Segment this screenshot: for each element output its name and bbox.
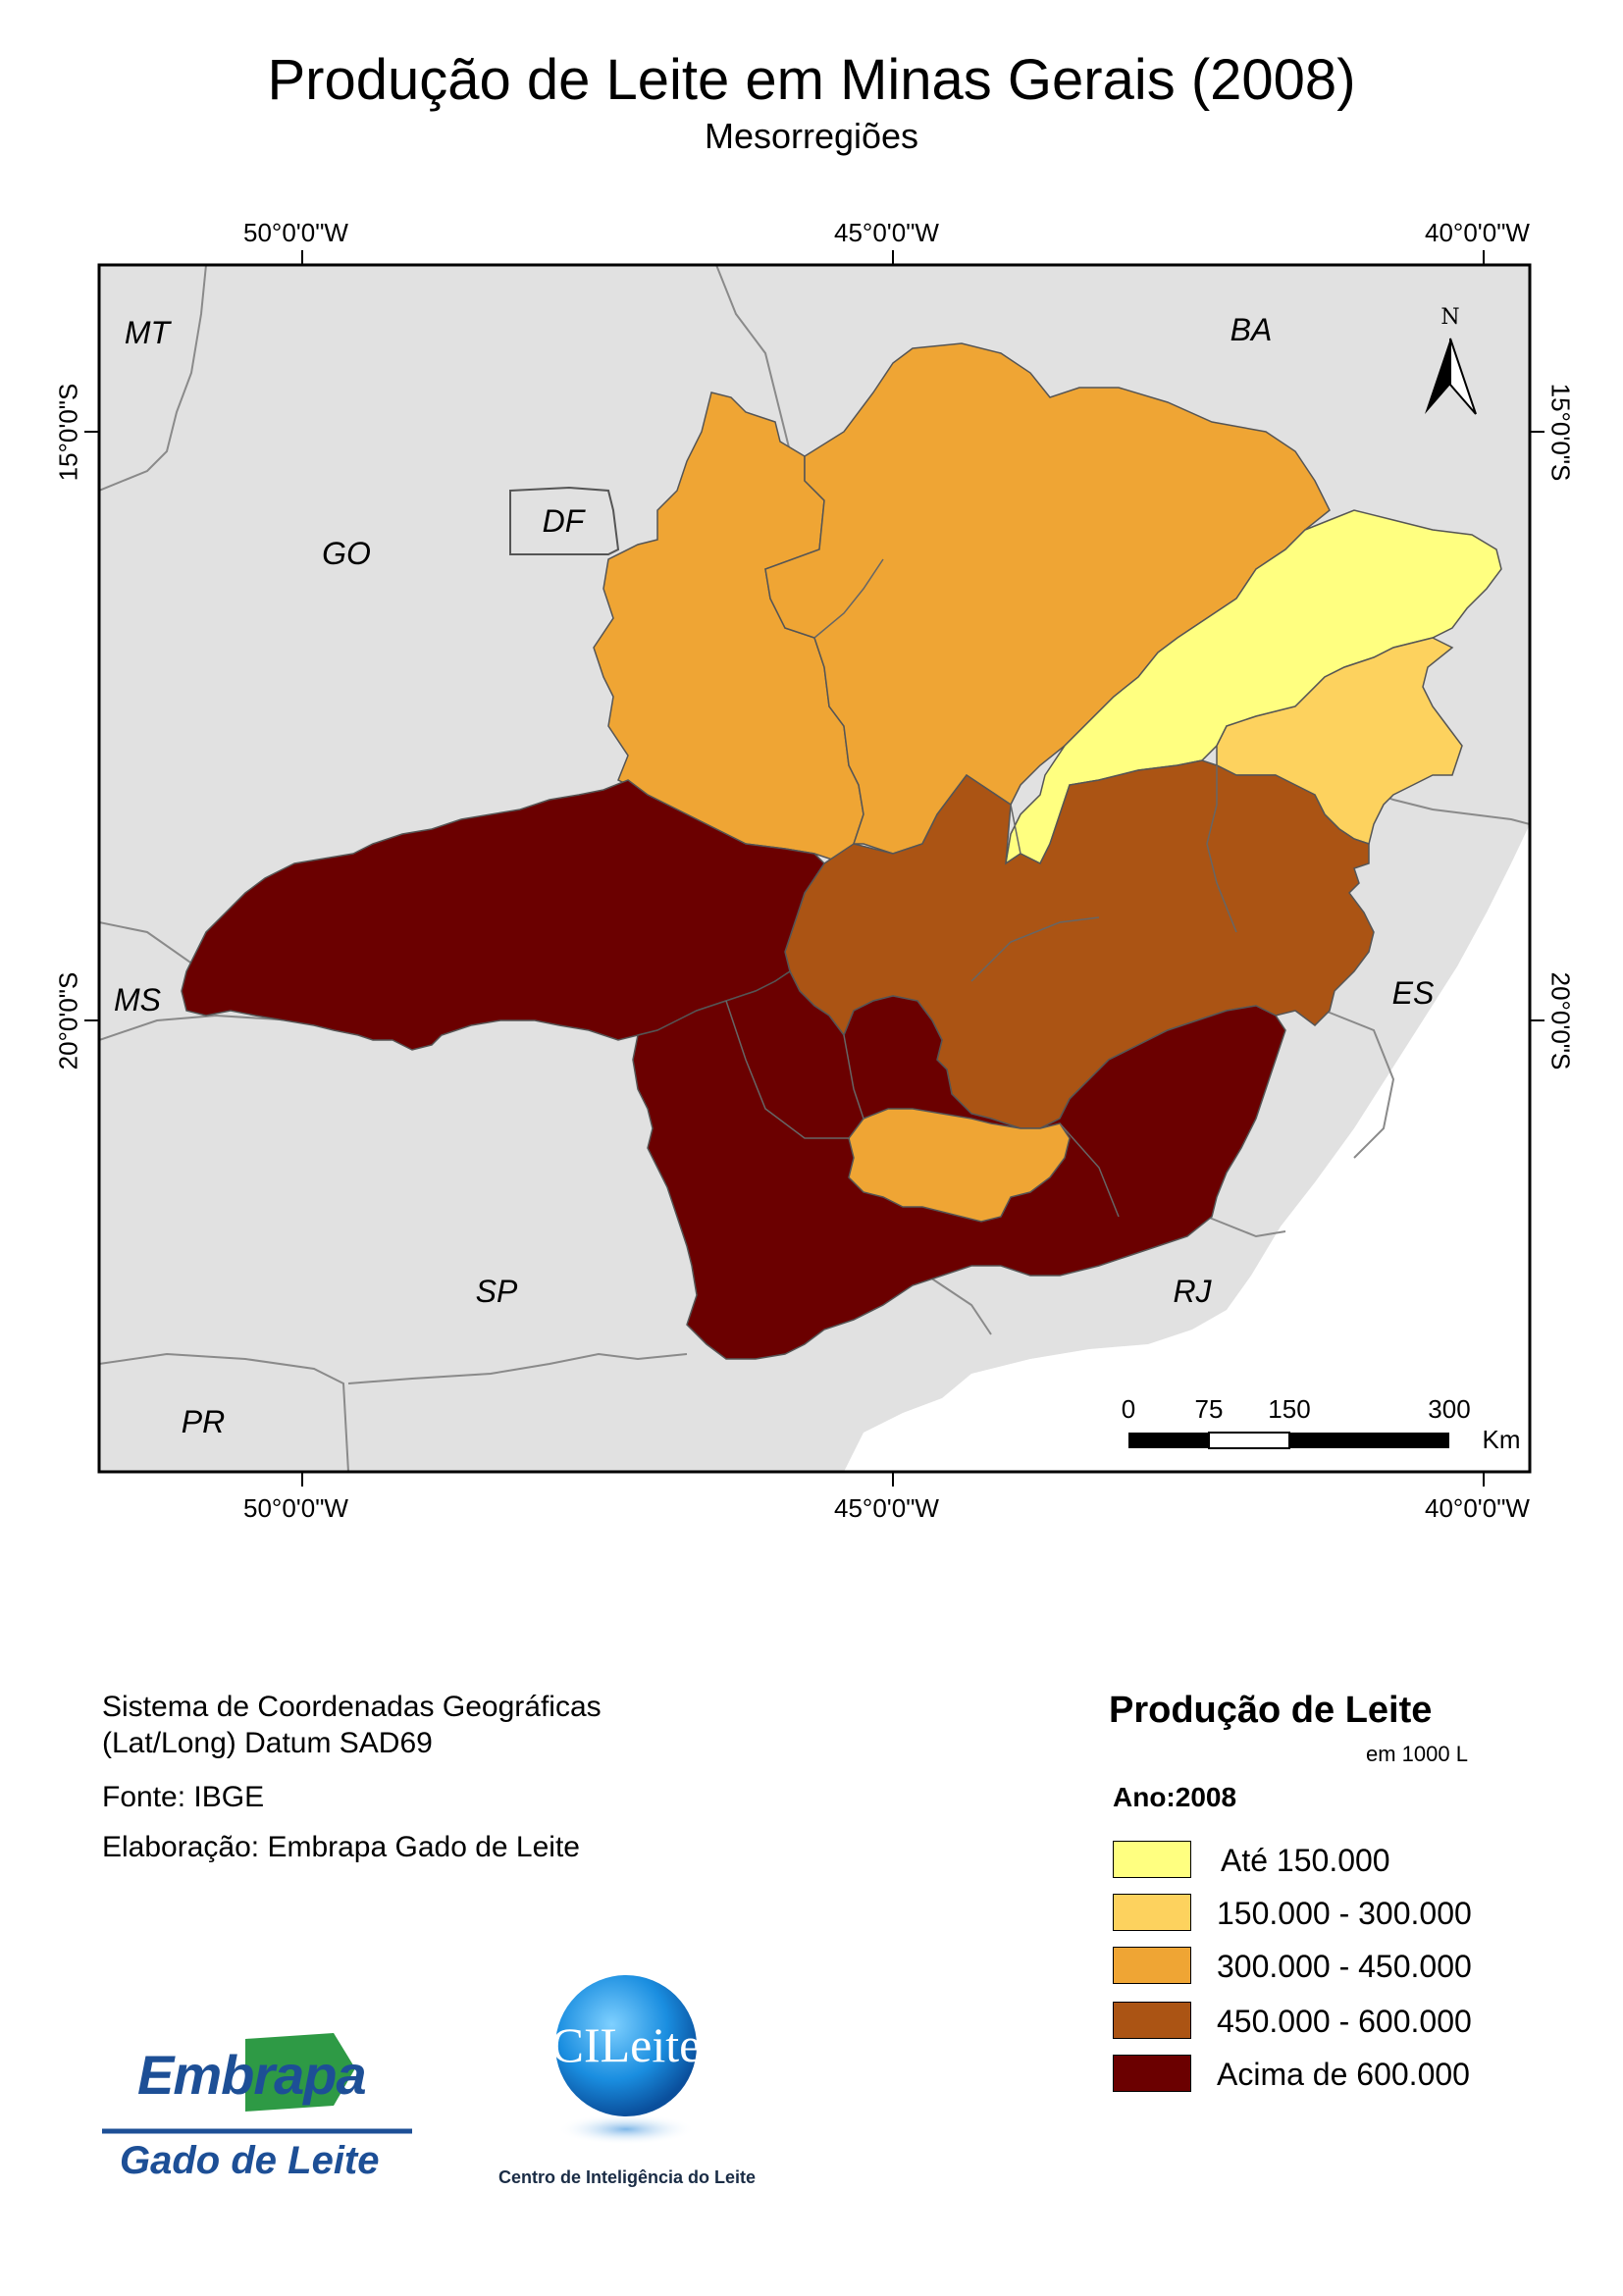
lat-label-right-20: 20°0'0"S	[1545, 971, 1576, 1070]
state-label-pr: PR	[182, 1404, 225, 1439]
state-label-es: ES	[1392, 975, 1435, 1011]
state-label-df: DF	[543, 503, 587, 539]
author-text: Elaboração: Embrapa Gado de Leite	[102, 1831, 580, 1863]
embrapa-logo: Embrapa Gado de Leite	[98, 2021, 422, 2198]
legend-label: 300.000 - 450.000	[1217, 1949, 1472, 1984]
legend-swatch	[1113, 2055, 1191, 2092]
north-arrow: N	[1425, 305, 1477, 415]
lon-label-top-40: 40°0'0"W	[1425, 218, 1530, 247]
scale-unit: Km	[1483, 1425, 1521, 1454]
state-label-rj: RJ	[1173, 1274, 1212, 1309]
scale-tick-0: 0	[1122, 1394, 1135, 1424]
source-text: Fonte: IBGE	[102, 1781, 265, 1813]
lon-label-bottom-50: 50°0'0"W	[243, 1493, 348, 1523]
embrapa-sub: Gado de Leite	[120, 2139, 380, 2182]
cileite-logo: CILeite Centro de Inteligência do Leite	[491, 1967, 775, 2203]
legend-swatch	[1113, 1894, 1191, 1931]
graticule-ticks	[84, 250, 1544, 1487]
legend-year: Ano:2008	[1113, 1782, 1237, 1812]
map-frame: MT BA GO DF MS ES SP RJ PR N 0 75 150 30…	[84, 250, 1544, 1487]
sea-area	[844, 824, 1530, 1472]
legend-unit: em 1000 L	[1366, 1742, 1468, 1766]
state-label-go: GO	[322, 536, 371, 571]
lon-label-bottom-45: 45°0'0"W	[834, 1493, 939, 1523]
scale-tick-300: 300	[1428, 1394, 1470, 1424]
legend-swatch	[1113, 2002, 1191, 2039]
region-internal-lines	[725, 558, 1237, 1218]
scale-tick-150: 150	[1268, 1394, 1310, 1424]
cileite-tagline: Centro de Inteligência do Leite	[498, 2167, 757, 2187]
lon-label-bottom-40: 40°0'0"W	[1425, 1493, 1530, 1523]
embrapa-word: Embrapa	[137, 2044, 367, 2106]
embrapa-leaf-icon	[102, 2033, 412, 2134]
df-boundary	[509, 486, 620, 555]
state-label-ba: BA	[1230, 312, 1273, 347]
region-triangulo	[181, 779, 825, 1051]
coordinate-system-line1: Sistema de Coordenadas Geográficas	[102, 1691, 602, 1723]
coordinate-system-line2: (Lat/Long) Datum SAD69	[102, 1727, 433, 1759]
legend-swatch	[1113, 1947, 1191, 1984]
state-label-sp: SP	[476, 1274, 518, 1309]
state-label-ms: MS	[114, 982, 161, 1018]
scale-tick-75: 75	[1195, 1394, 1224, 1424]
legend-label: Até 150.000	[1221, 1843, 1390, 1878]
minas-gerais-regions	[181, 342, 1502, 1360]
legend-label: 450.000 - 600.000	[1217, 2004, 1472, 2039]
north-arrow-icon	[1425, 339, 1450, 414]
legend-title: Produção de Leite	[1109, 1690, 1433, 1731]
lat-label-right-15: 15°0'0"S	[1545, 383, 1576, 482]
map-border	[97, 263, 1532, 1474]
lon-label-top-45: 45°0'0"W	[834, 218, 939, 247]
svg-text:CILeite: CILeite	[551, 2017, 702, 2072]
legend-label: Acima de 600.000	[1217, 2057, 1470, 2092]
legend-label: 150.000 - 300.000	[1217, 1896, 1472, 1931]
cileite-globe-icon: CILeite	[551, 1975, 702, 2145]
legend-swatch	[1113, 1841, 1191, 1878]
map-subtitle: Mesorregiões	[704, 116, 919, 156]
region-campo-vertentes	[848, 1108, 1071, 1223]
state-label-mt: MT	[125, 315, 173, 350]
svg-text:N: N	[1440, 305, 1459, 330]
scale-bar: 0 75 150 300 Km	[1122, 1394, 1521, 1454]
lon-label-top-50: 50°0'0"W	[243, 218, 348, 247]
lat-label-left-20: 20°0'0"S	[53, 971, 83, 1070]
lat-label-left-15: 15°0'0"S	[53, 383, 83, 482]
map-title: Produção de Leite em Minas Gerais (2008)	[267, 48, 1356, 112]
